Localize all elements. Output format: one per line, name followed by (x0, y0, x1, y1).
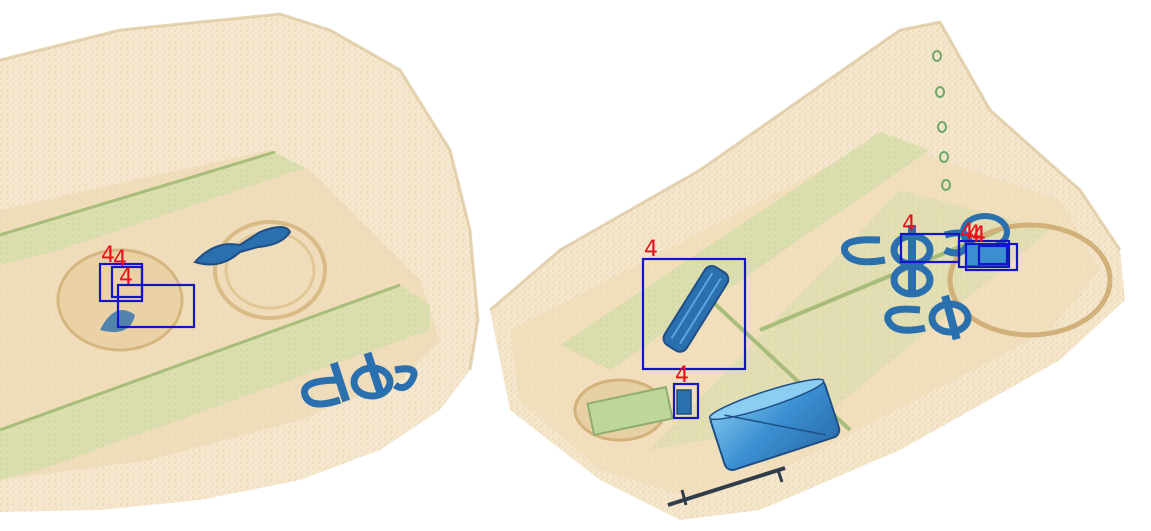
detection-label: 4 (960, 220, 974, 245)
detection-box: 4 (641, 237, 747, 371)
detection-box: 4 (110, 247, 144, 299)
detection-label: 4 (967, 222, 981, 247)
detection-overlay: 4 4 4 4 4 4 4 4 (98, 212, 1019, 420)
detection-label: 4 (675, 363, 689, 388)
detection-box: 4 (964, 222, 1019, 272)
detection-label: 4 (113, 247, 127, 272)
detection-box: 4 (116, 265, 196, 329)
detection-box: 4 (972, 223, 1009, 266)
detection-label: 4 (972, 223, 986, 248)
detection-label: 4 (902, 212, 916, 237)
right-bag (489, 20, 1125, 520)
detection-label: 4 (101, 243, 115, 268)
detection-box: 4 (957, 220, 1011, 269)
detection-box: 4 (672, 363, 700, 420)
detection-label: 4 (644, 237, 658, 262)
left-bag (0, 12, 480, 512)
detection-label: 4 (119, 265, 133, 290)
